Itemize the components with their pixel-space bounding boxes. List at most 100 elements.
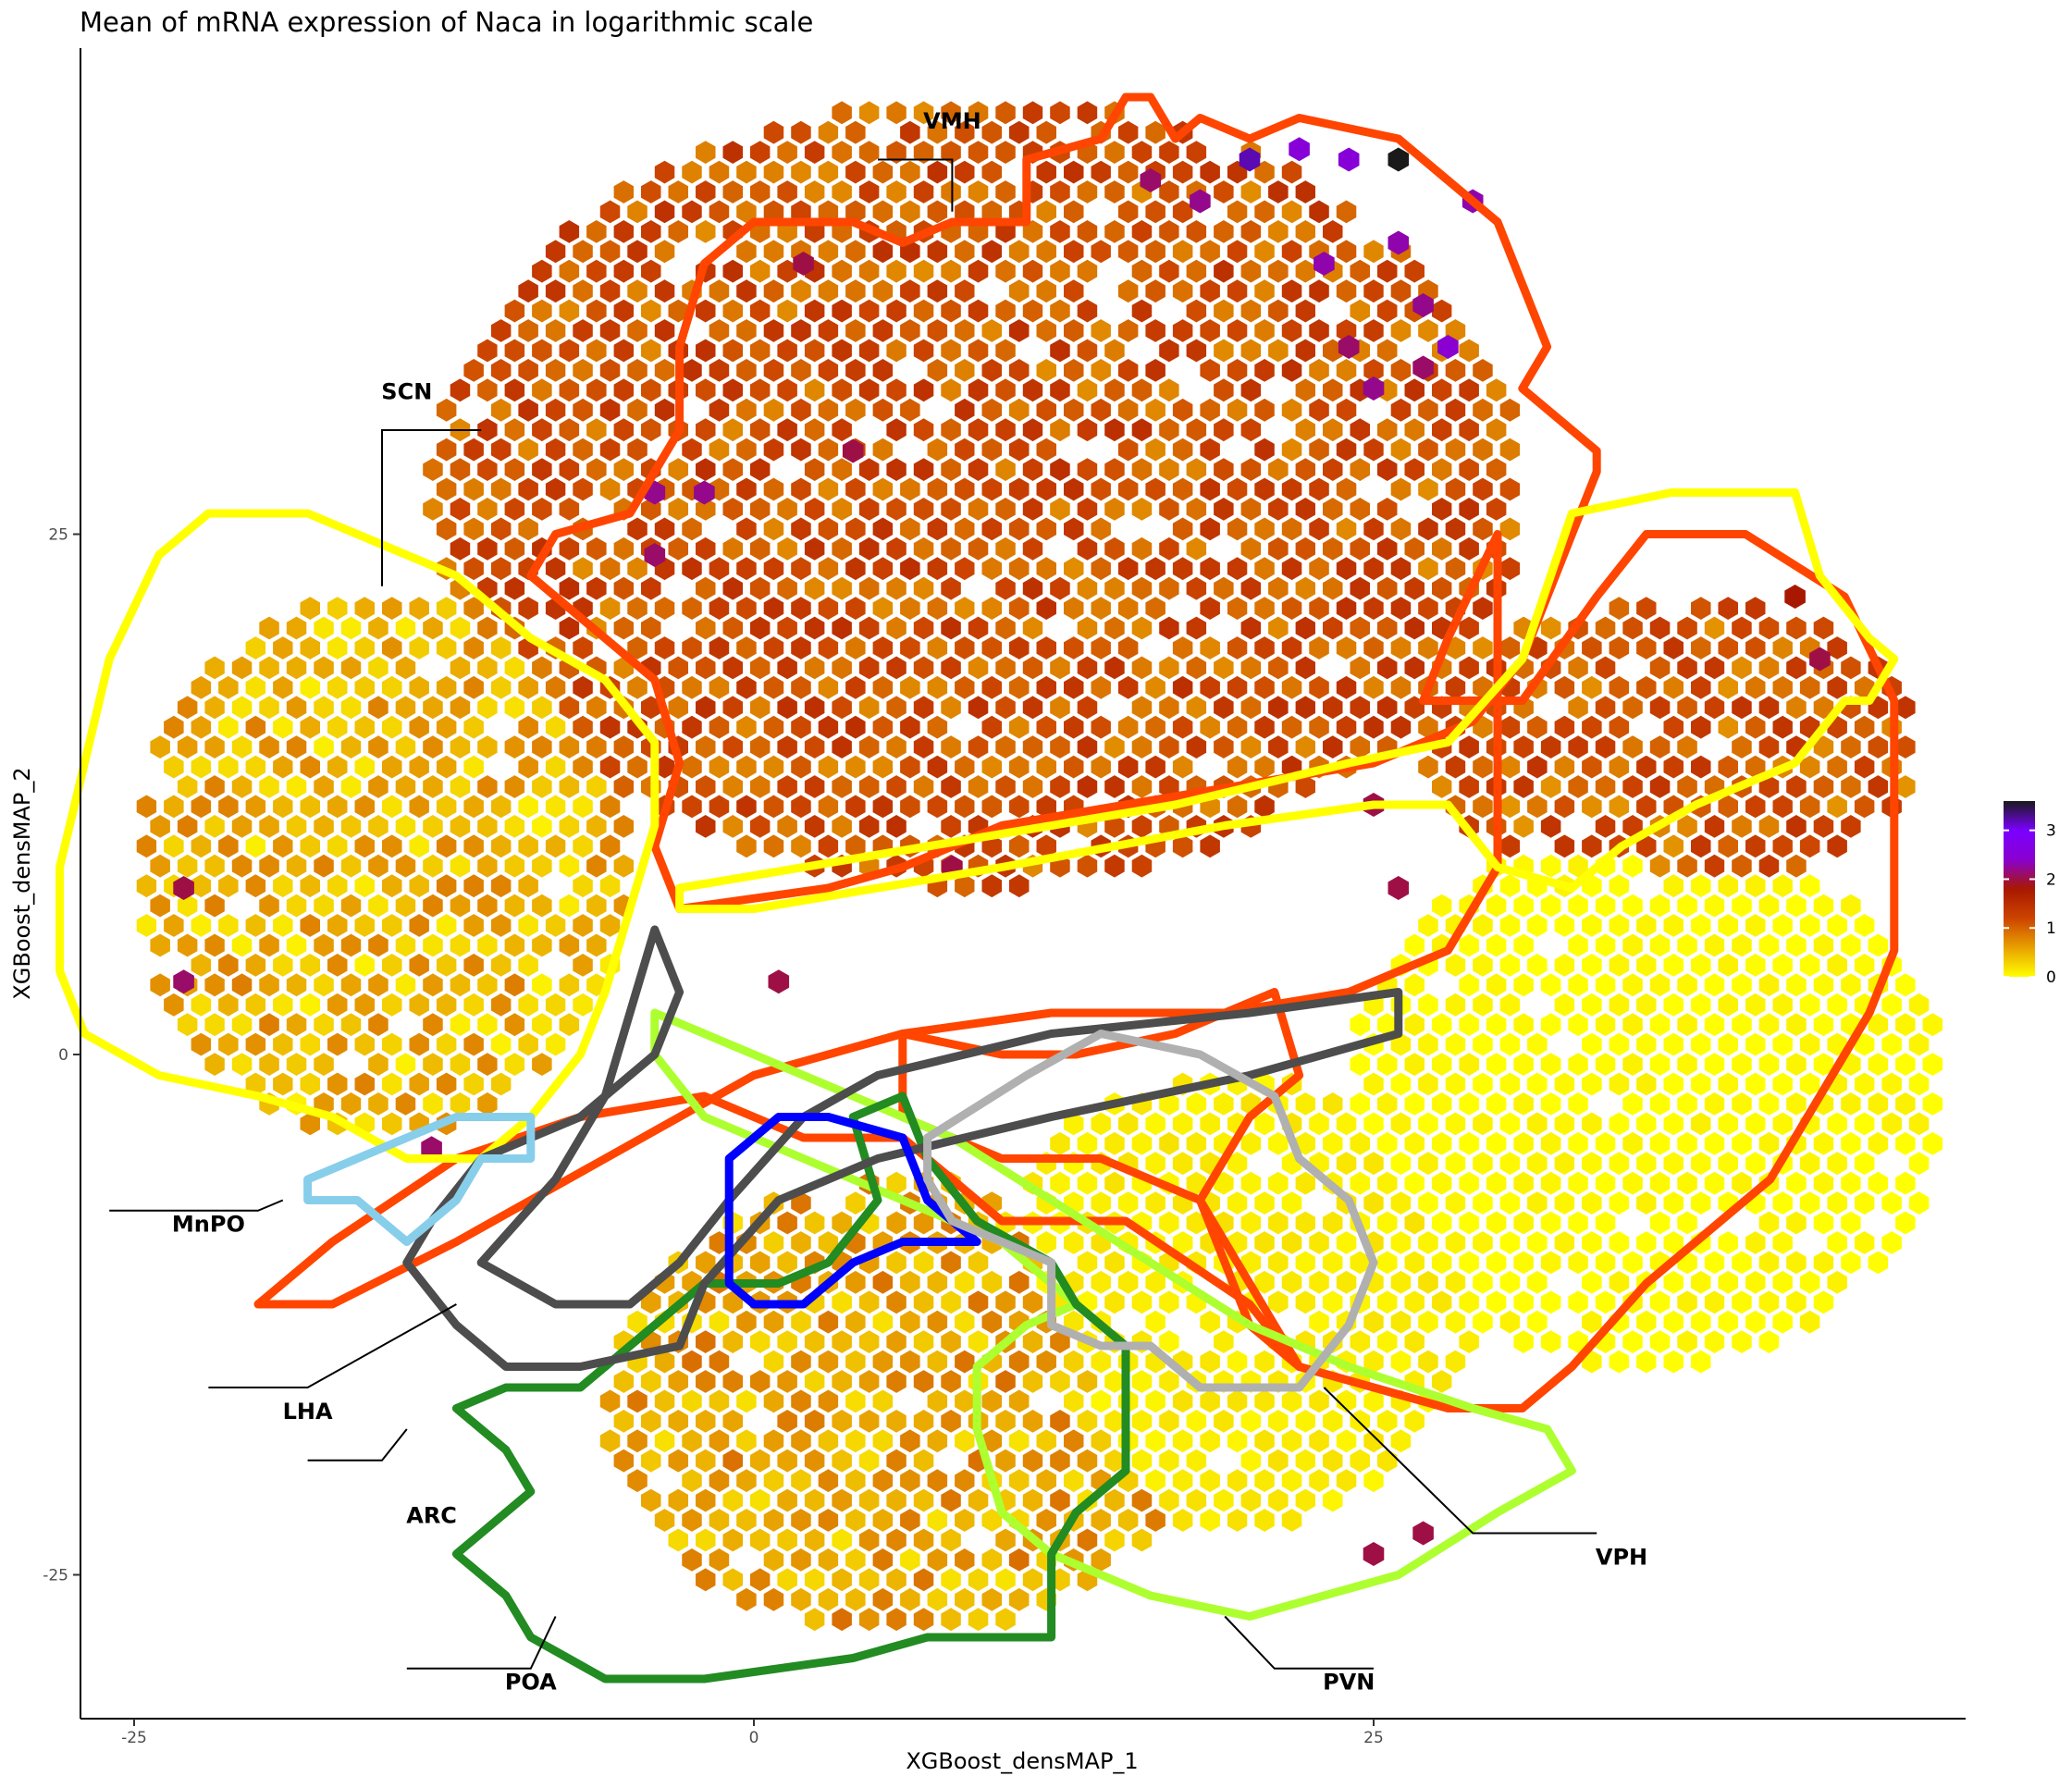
hex-cell — [913, 180, 934, 204]
hex-cell — [382, 1112, 402, 1136]
hex-cell — [613, 220, 634, 243]
hex-cell — [777, 299, 797, 323]
hex-cell — [736, 359, 757, 382]
hex-cell — [886, 1528, 906, 1552]
hex-cell — [1459, 1171, 1479, 1195]
hex-cell — [709, 557, 730, 581]
hex-cell — [709, 597, 730, 620]
hex-cell — [573, 359, 593, 382]
hex-cell — [913, 259, 934, 283]
hex-cell — [641, 1488, 661, 1512]
hex-cell — [696, 815, 716, 838]
hex-cell — [858, 1528, 880, 1552]
hex-cell — [613, 259, 634, 283]
hex-cell — [1240, 498, 1262, 521]
hex-cell — [1540, 1290, 1561, 1314]
hex-cell — [845, 1469, 866, 1493]
hex-cell — [1732, 1013, 1752, 1037]
hex-cell — [1582, 834, 1602, 858]
hex-cell — [995, 458, 1016, 481]
hex-cell — [818, 1469, 839, 1493]
hex-cell — [1432, 1370, 1452, 1393]
hex-cell — [1513, 973, 1534, 997]
hex-cell — [913, 1370, 934, 1393]
hex-cell — [1841, 1131, 1861, 1155]
hex-cell — [981, 120, 1002, 144]
hex-cell — [1527, 1112, 1548, 1136]
hex-cell — [354, 834, 375, 858]
hex-cell — [641, 339, 661, 363]
hex-cell — [1473, 993, 1493, 1017]
hex-cell — [545, 279, 566, 303]
hex-cell — [995, 259, 1016, 283]
hex-cell — [1758, 735, 1780, 758]
hex-cell — [545, 319, 566, 342]
hex-cell — [1009, 517, 1030, 541]
hex-cell — [1486, 1013, 1507, 1037]
hex-cell — [300, 1112, 320, 1136]
hex-cell — [1077, 498, 1098, 521]
hex-cell — [1131, 220, 1153, 243]
hex-cell — [423, 894, 443, 918]
hex-cell — [872, 359, 894, 382]
hex-cell — [1254, 1270, 1275, 1294]
hex-cell — [941, 576, 961, 600]
hex-cell — [1240, 1131, 1262, 1155]
hex-cell — [286, 1053, 307, 1076]
hex-cell — [314, 735, 334, 758]
hex-cell — [1786, 656, 1807, 680]
hex-cell — [1254, 1429, 1275, 1453]
hex-cell — [832, 1528, 852, 1552]
hex-cell — [423, 458, 443, 481]
hex-cell — [955, 1429, 975, 1453]
hex-cell — [750, 378, 771, 402]
hex-cell — [981, 398, 1002, 422]
hex-cell — [613, 1449, 634, 1473]
hex-cell — [1718, 755, 1738, 779]
hex-cell — [1077, 299, 1098, 323]
hex-cell — [273, 954, 293, 977]
hex-cell — [641, 576, 661, 600]
hex-cell — [1718, 954, 1738, 977]
hex-cell — [586, 418, 607, 442]
hex-cell — [300, 1032, 320, 1056]
hex-cell — [1050, 418, 1070, 442]
hex-cell — [682, 200, 702, 224]
hex-cell — [1609, 1152, 1630, 1176]
hex-cell — [1418, 438, 1438, 462]
hex-cell — [1609, 755, 1630, 779]
hex-cell — [1377, 1131, 1398, 1155]
hex-cell — [1732, 1330, 1752, 1353]
hex-cell — [1868, 775, 1889, 798]
hex-cell — [245, 954, 266, 977]
hex-cell — [1691, 636, 1711, 660]
hex-cell — [382, 755, 402, 779]
hex-cell — [1240, 616, 1262, 640]
hex-cell — [1336, 359, 1357, 382]
hex-cell — [1200, 557, 1220, 581]
hex-cell — [504, 299, 525, 323]
hex-cell — [668, 220, 688, 243]
hex-cell — [1609, 795, 1630, 819]
hex-cell — [1186, 418, 1207, 442]
hex-cell — [436, 755, 457, 779]
hex-cell-high — [1412, 293, 1434, 317]
hex-cell — [913, 458, 934, 481]
hex-cell — [913, 101, 934, 125]
hex-cell — [340, 735, 362, 758]
hex-cell — [1295, 1488, 1315, 1512]
hex-cell — [1050, 101, 1070, 125]
hex-cell — [1268, 696, 1289, 720]
hex-cell — [1172, 636, 1193, 660]
hex-cell — [1827, 1231, 1847, 1254]
hex-cell — [1582, 675, 1602, 699]
hex-cell-high — [1412, 355, 1434, 380]
hex-cell — [955, 1389, 975, 1413]
hex-cell — [1895, 1211, 1916, 1235]
hex-cell — [696, 1488, 716, 1512]
hex-cell — [1704, 1330, 1725, 1353]
hex-cell — [1636, 954, 1657, 977]
hex-cell — [995, 656, 1016, 680]
hex-cell — [872, 1469, 894, 1493]
region-leader-mnpo — [109, 1199, 284, 1212]
